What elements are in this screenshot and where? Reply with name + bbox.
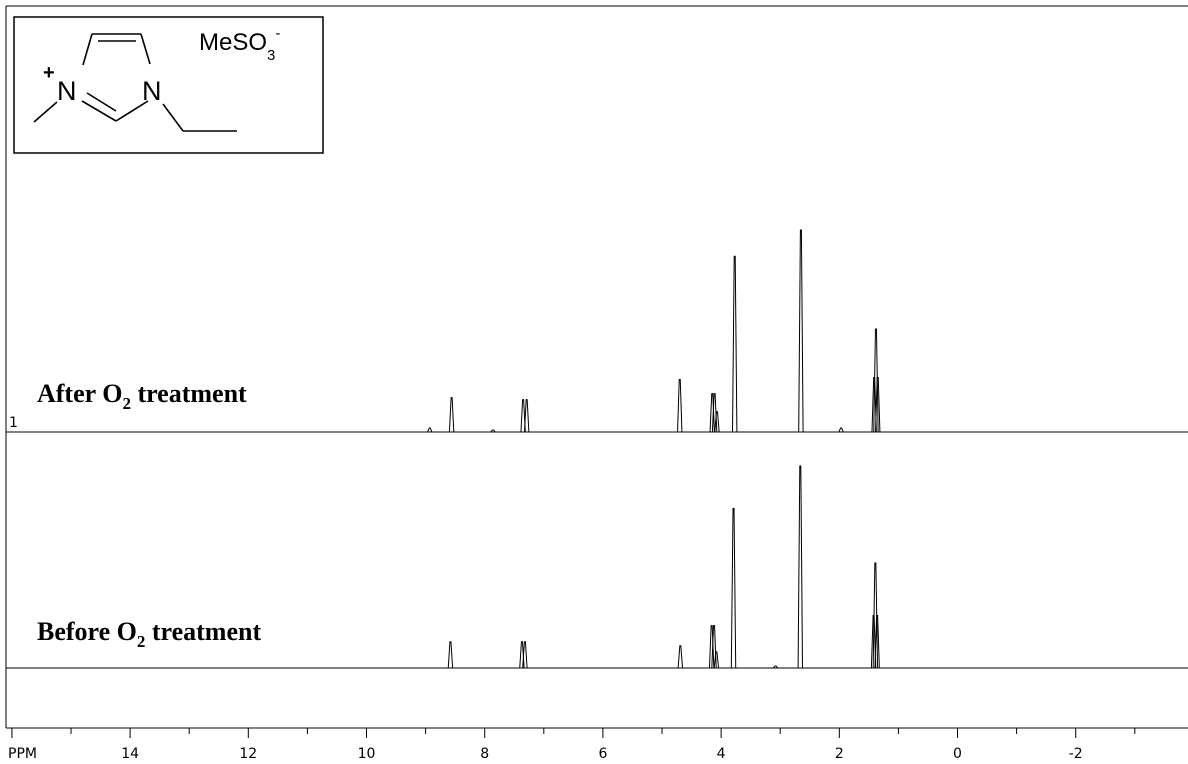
spectrum-peak (520, 399, 526, 433)
ring-bond-n1-c2 (81, 100, 117, 122)
spectrum-peak (713, 651, 720, 669)
spectrum-peak (838, 427, 844, 433)
ring-bond-n1c2-double (86, 92, 117, 112)
spectrum-peak (732, 255, 738, 433)
trace-number-label: 1 (9, 415, 18, 431)
x-tick-label: 12 (239, 746, 257, 762)
series-label-before: Before O2 treatment (37, 617, 261, 651)
spectra (6, 229, 1188, 669)
x-tick-label: 2 (835, 746, 844, 762)
x-tick-label: 14 (121, 746, 139, 762)
ring-bond-n1-c5 (82, 33, 93, 66)
spectrum-peak (772, 665, 779, 669)
spectrum-peak (798, 229, 804, 433)
spectrum-peak (677, 645, 684, 669)
spectrum-peak (523, 399, 530, 433)
spectrum-peak (714, 411, 720, 433)
x-tick-label: 4 (717, 746, 726, 762)
x-tick-label: -2 (1069, 746, 1083, 762)
methyl-bond (33, 101, 58, 123)
spectrum-peak (874, 614, 880, 669)
spectrum-peak (797, 465, 804, 669)
ethyl-bond-1 (162, 103, 184, 132)
ring-bond-c4-n3 (140, 33, 151, 65)
x-ticks (11, 728, 1136, 738)
spectrum-after (6, 229, 1188, 433)
series-label-after: After O2 treatment (37, 379, 247, 413)
spectrum-before (6, 465, 1188, 669)
spectrum-peak (490, 429, 496, 433)
structure-inset: N N + MeSO3- (13, 16, 324, 154)
x-tick-label: 8 (480, 746, 489, 762)
ring-bond-c2-n3 (115, 100, 149, 122)
spectrum-peak (447, 641, 454, 669)
anion-label: MeSO3- (199, 25, 280, 64)
spectrum-peak (730, 507, 737, 669)
spectrum-peak (522, 641, 528, 669)
atom-n1: N (57, 76, 77, 106)
x-tick-labels: 14 12 10 8 6 4 2 0 -2 (121, 746, 1082, 762)
spectrum-peak (711, 625, 717, 669)
atom-n3: N (142, 76, 162, 106)
spectrum-peak (448, 397, 455, 433)
spectrum-peak (427, 427, 433, 433)
x-tick-label: 0 (953, 746, 962, 762)
spectrum-peak (677, 378, 683, 433)
structure-frame (13, 16, 324, 154)
charge-plus: + (43, 62, 55, 84)
x-tick-label: 6 (598, 746, 607, 762)
x-axis-label: PPM (8, 746, 37, 762)
spectrum-peak (875, 376, 881, 433)
x-tick-label: 10 (358, 746, 376, 762)
